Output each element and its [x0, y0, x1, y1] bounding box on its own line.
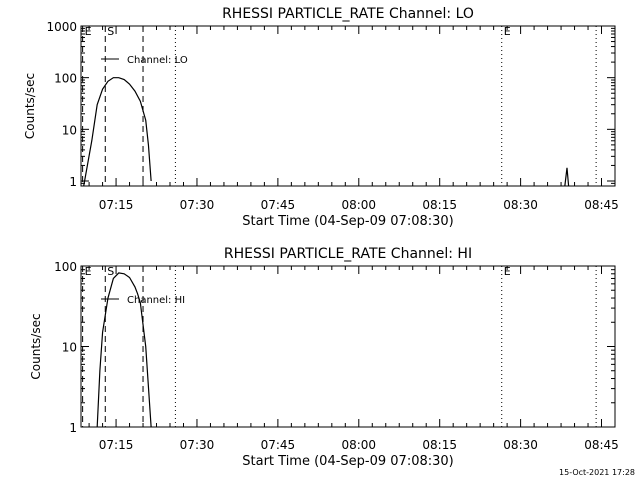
legend-entry: Channel: HI	[127, 295, 185, 306]
y-tick-label: 100	[54, 72, 77, 86]
x-tick-label: 08:00	[341, 438, 376, 452]
marker-label: E	[85, 265, 92, 278]
y-tick-label: 1	[69, 421, 77, 435]
x-tick-label: 07:45	[261, 198, 296, 212]
x-tick-label: 07:15	[99, 198, 134, 212]
y-tick-label: 1000	[46, 20, 77, 34]
plot-frame	[80, 25, 616, 187]
y-tick-label: 1	[69, 175, 77, 189]
x-tick-label: 08:30	[503, 198, 538, 212]
chart-title: RHESSI PARTICLE_RATE Channel: LO	[222, 6, 474, 22]
x-tick-label: 07:15	[99, 438, 134, 452]
chart-title: RHESSI PARTICLE_RATE Channel: HI	[224, 246, 472, 262]
y-axis-label: Counts/sec	[23, 73, 37, 139]
x-axis-label: Start Time (04-Sep-09 07:08:30)	[242, 454, 453, 469]
x-axis-label: Start Time (04-Sep-09 07:08:30)	[242, 214, 453, 229]
y-tick-label: 10	[62, 341, 77, 355]
y-tick-label: 10	[62, 123, 77, 137]
x-tick-label: 08:00	[341, 198, 376, 212]
marker-label: E	[85, 25, 92, 38]
series-line	[83, 77, 152, 187]
marker-label: E	[504, 265, 511, 278]
marker-label: E	[504, 25, 511, 38]
y-tick-label: 100	[54, 260, 77, 274]
marker-label: S	[107, 25, 114, 38]
x-tick-label: 08:45	[584, 198, 619, 212]
plot-frame	[80, 265, 616, 428]
x-tick-label: 08:45	[584, 438, 619, 452]
x-tick-label: 08:15	[422, 438, 457, 452]
series-spike	[564, 167, 570, 187]
legend-entry: Channel: LO	[127, 55, 188, 66]
x-tick-label: 07:45	[261, 438, 296, 452]
marker-label: S	[107, 265, 114, 278]
footer-timestamp: 15-Oct-2021 17:28	[559, 468, 635, 477]
y-axis-label: Counts/sec	[29, 313, 43, 379]
series-line	[96, 272, 152, 428]
x-tick-label: 08:15	[422, 198, 457, 212]
x-tick-label: 08:30	[503, 438, 538, 452]
x-tick-label: 07:30	[180, 438, 215, 452]
x-tick-label: 07:30	[180, 198, 215, 212]
